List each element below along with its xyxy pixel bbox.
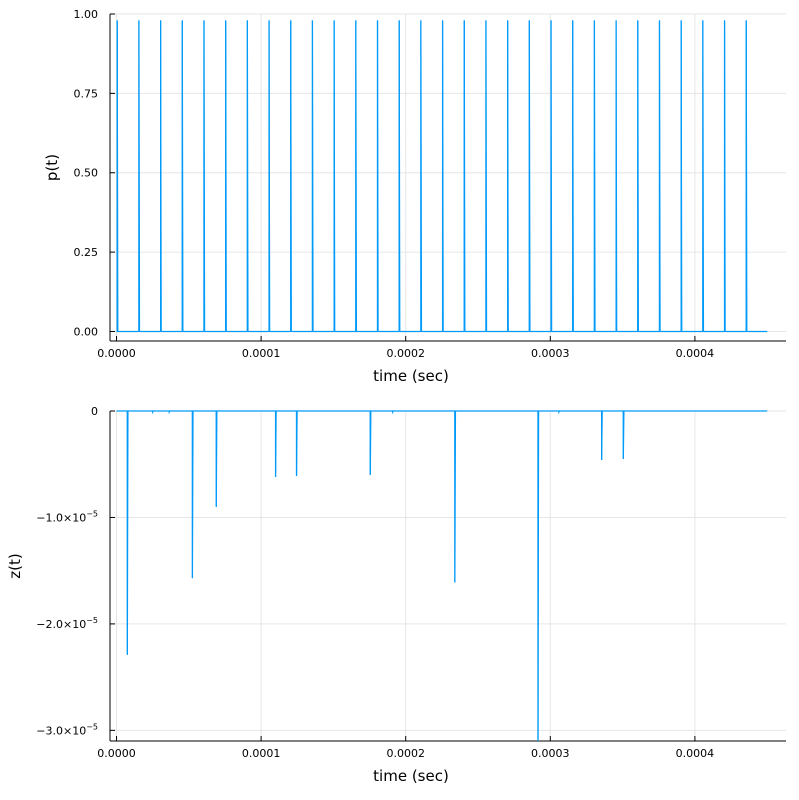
z-x-tick-label: 0.0004 xyxy=(676,747,715,760)
p-y-tick-label: 0.75 xyxy=(74,87,99,100)
z-x-tick-label: 0.0003 xyxy=(531,747,570,760)
p-y-tick-label: 0.00 xyxy=(74,325,99,338)
z-series-line xyxy=(116,410,768,742)
z-y-tick-label: 0 xyxy=(91,405,98,418)
p-x-axis-label: time (sec) xyxy=(373,367,449,385)
p-x-tick-label: 0.0001 xyxy=(242,347,281,360)
z-y-tick-label: −3.0×10−5 xyxy=(36,722,98,737)
z-y-axis-label: z(t) xyxy=(6,553,24,578)
z-x-axis-label: time (sec) xyxy=(373,767,449,785)
z-plot-panel: 0.0000 0.0001 0.0002 0.0003 0.0004 0 −1.0×10−5… xyxy=(6,405,786,785)
z-x-tick-label: 0.0002 xyxy=(386,747,425,760)
p-x-tick-label: 0.0000 xyxy=(97,347,136,360)
p-plot-panel: 0.0000 0.0001 0.0002 0.0003 0.0004 0.00 0.25 0.… xyxy=(43,8,786,385)
z-x-tick-label: 0.0000 xyxy=(97,747,136,760)
z-x-tick-label: 0.0001 xyxy=(242,747,281,760)
p-x-tick-label: 0.0004 xyxy=(676,347,715,360)
p-series-line xyxy=(116,20,768,333)
z-y-tick-label: −1.0×10−5 xyxy=(36,509,98,524)
p-y-tick-label: 1.00 xyxy=(74,8,99,21)
p-y-tick-label: 0.25 xyxy=(74,246,99,259)
p-x-tick-label: 0.0003 xyxy=(531,347,570,360)
p-x-tick-label: 0.0002 xyxy=(386,347,425,360)
p-y-axis-label: p(t) xyxy=(43,154,61,181)
z-y-tick-label: −2.0×10−5 xyxy=(36,616,98,631)
p-y-tick-label: 0.50 xyxy=(74,167,99,180)
